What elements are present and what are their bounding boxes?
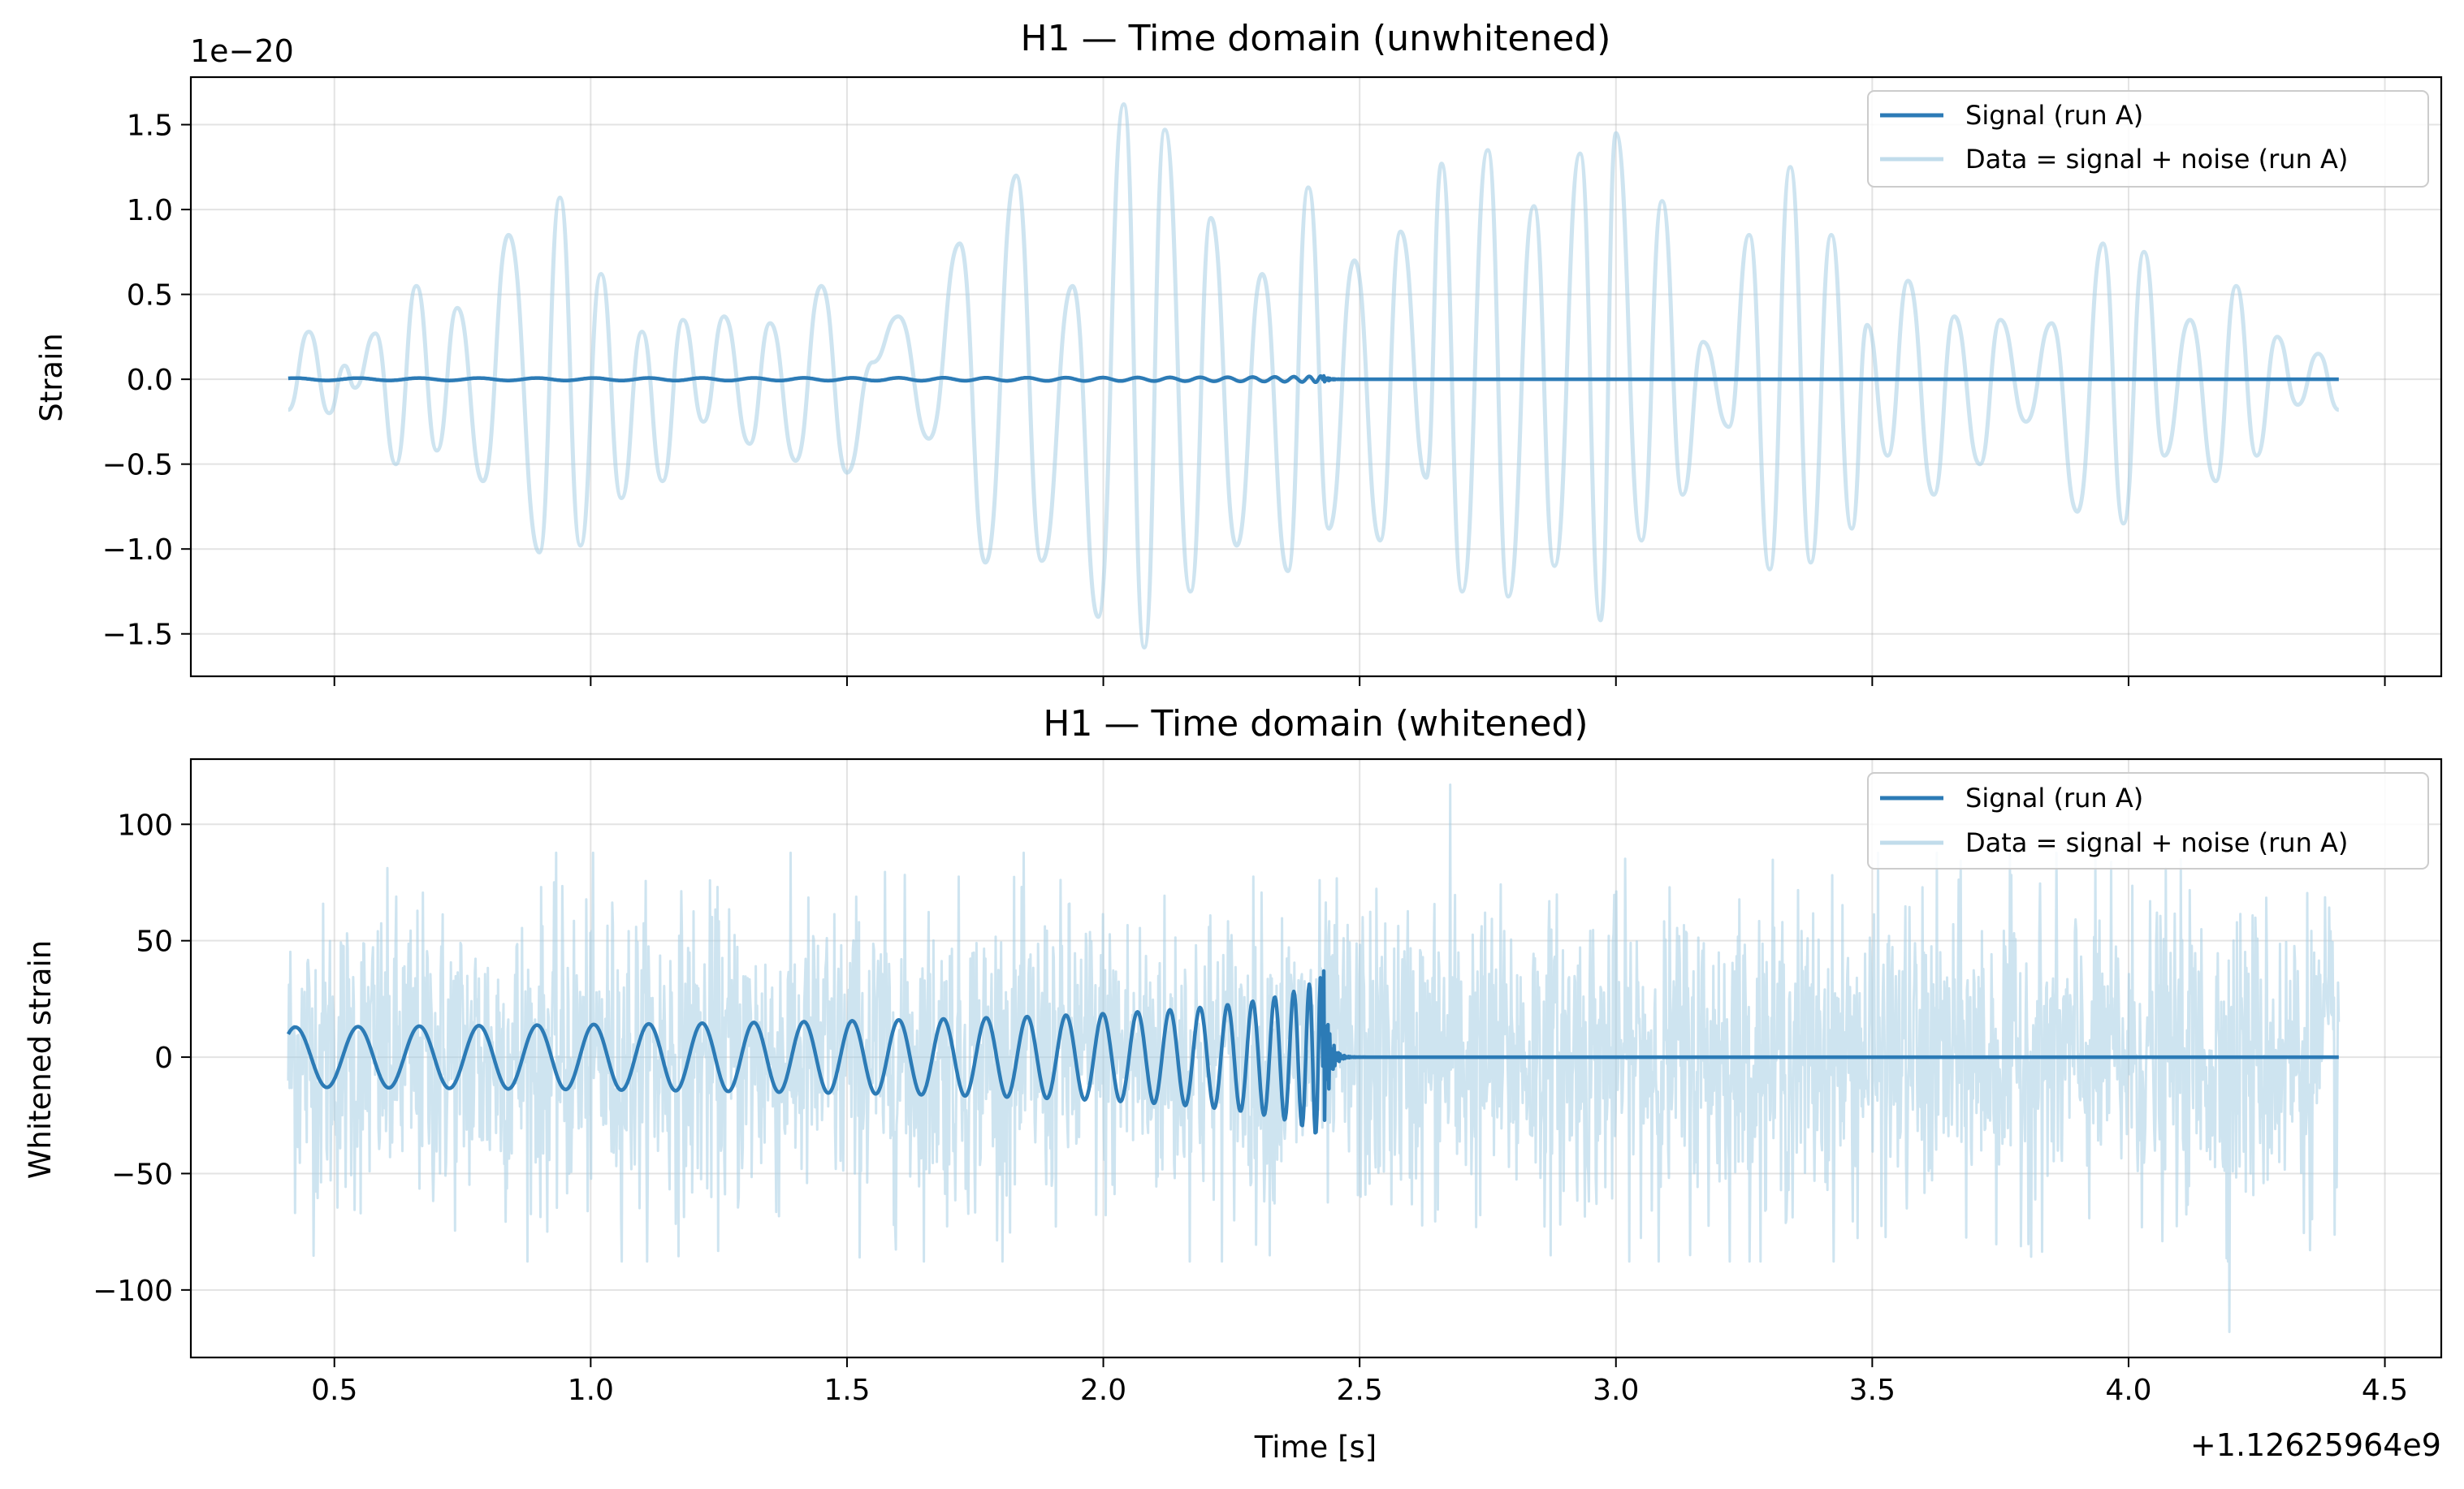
unwhitened-panel: H1 — Time domain (unwhitened) 1e−20 Stra… <box>34 18 2443 686</box>
x-tick-label: 4.0 <box>2105 1374 2151 1407</box>
whitened-panel: H1 — Time domain (whitened) Whitened str… <box>23 703 2443 1465</box>
legend-label-signal: Signal (run A) <box>1965 783 2143 814</box>
legend: Signal (run A) Data = signal + noise (ru… <box>1867 772 2429 870</box>
legend-label-signal: Signal (run A) <box>1965 100 2143 131</box>
ticks: 0.5 1.0 1.5 2.0 2.5 3.0 3.5 4.0 4.5 −100 −50 0 50 100 <box>93 809 2408 1407</box>
y-tick-label: 0.0 <box>127 364 173 397</box>
x-tick-label: 1.0 <box>568 1374 614 1407</box>
y-tick-label: 100 <box>117 809 173 842</box>
y-tick-label: 0.5 <box>127 279 173 313</box>
legend: Signal (run A) Data = signal + noise (ru… <box>1867 90 2429 188</box>
plot-area <box>287 102 2340 650</box>
data-series-line <box>287 102 2340 650</box>
y-tick-label: −100 <box>93 1275 173 1308</box>
axes-frame <box>189 76 2443 678</box>
y-tick-label: 0 <box>154 1042 173 1075</box>
y-offset-label: 1e−20 <box>190 33 294 69</box>
chart-title: H1 — Time domain (unwhitened) <box>1021 18 1611 59</box>
x-tick-label: 2.5 <box>1337 1374 1383 1407</box>
y-tick-label: 1.5 <box>127 110 173 143</box>
chart-title: H1 — Time domain (whitened) <box>1043 703 1588 744</box>
y-tick-label: −1.5 <box>102 619 173 652</box>
legend-box <box>1867 90 2429 188</box>
legend-box <box>1867 772 2429 870</box>
x-tick-label: 1.5 <box>823 1374 870 1407</box>
y-axis-label: Strain <box>34 333 69 422</box>
x-tick-label: 4.5 <box>2362 1374 2408 1407</box>
y-tick-label: −50 <box>111 1158 173 1191</box>
x-tick-label: 3.5 <box>1849 1374 1896 1407</box>
axes-frame <box>189 757 2443 1359</box>
x-offset-label: +1.12625964e9 <box>2190 1427 2441 1463</box>
y-tick-label: −0.5 <box>102 449 173 482</box>
signal-series-line <box>287 373 2340 385</box>
y-tick-label: 1.0 <box>127 194 173 227</box>
legend-label-data: Data = signal + noise (run A) <box>1965 827 2348 858</box>
plot-area <box>286 783 2341 1333</box>
x-tick-label: 3.0 <box>1593 1374 1639 1407</box>
legend-label-data: Data = signal + noise (run A) <box>1965 144 2348 175</box>
y-axis-label: Whitened strain <box>23 940 58 1179</box>
signal-series-line <box>286 969 2340 1135</box>
x-axis-label: Time [s] <box>1254 1430 1377 1465</box>
y-tick-label: 50 <box>136 926 173 959</box>
x-tick-label: 2.0 <box>1080 1374 1126 1407</box>
x-tick-label: 0.5 <box>311 1374 357 1407</box>
ticks: −1.5 −1.0 −0.5 0.0 0.5 1.0 1.5 <box>102 110 2386 686</box>
y-tick-label: −1.0 <box>102 533 173 567</box>
